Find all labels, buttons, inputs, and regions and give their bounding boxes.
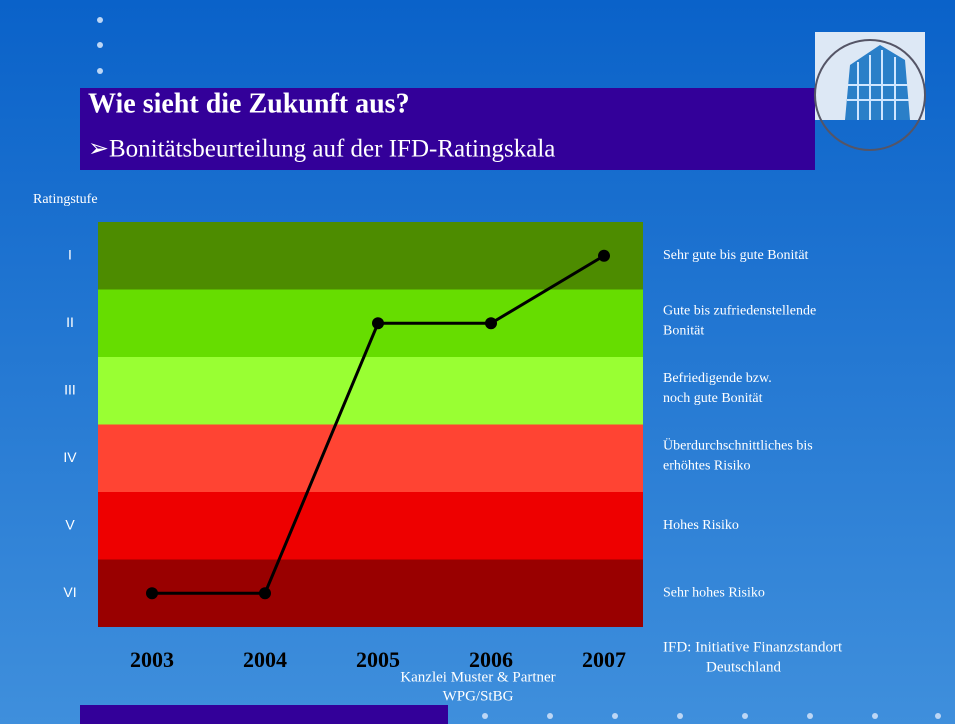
point bbox=[146, 587, 158, 599]
footer-bar bbox=[80, 705, 448, 724]
band-label: Sehr gute bis gute Bonität bbox=[663, 248, 809, 263]
subtitle: ➢Bonitätsbeurteilung auf der IFD-Ratings… bbox=[88, 136, 555, 163]
x-tick-label: 2007 bbox=[582, 647, 626, 672]
band-label: Gute bis zufriedenstellende bbox=[663, 303, 816, 318]
x-tick-label: 2006 bbox=[469, 647, 513, 672]
band-label: erhöhtes Risiko bbox=[663, 458, 751, 473]
band-label: Hohes Risiko bbox=[663, 518, 739, 533]
slide: Wie sieht die Zukunft aus? ➢Bonitätsbeur… bbox=[0, 0, 955, 724]
rating-band bbox=[98, 492, 643, 560]
y-tick-label: I bbox=[68, 246, 72, 262]
title: Wie sieht die Zukunft aus? bbox=[88, 88, 410, 119]
y-axis-label: Ratingstufe bbox=[33, 192, 98, 207]
footer: WPG/StBG bbox=[443, 688, 514, 704]
y-tick-label: IV bbox=[63, 449, 77, 465]
y-tick-label: II bbox=[66, 314, 74, 330]
point bbox=[259, 587, 271, 599]
note: IFD: Initiative Finanzstandort bbox=[663, 639, 843, 655]
y-tick-label: V bbox=[65, 516, 75, 532]
rating-band bbox=[98, 425, 643, 493]
band-label: Bonität bbox=[663, 323, 704, 338]
y-tick-label: III bbox=[64, 381, 76, 397]
x-tick-label: 2005 bbox=[356, 647, 400, 672]
point bbox=[485, 317, 497, 329]
x-tick-label: 2003 bbox=[130, 647, 174, 672]
band-label: Sehr hohes Risiko bbox=[663, 585, 765, 600]
note: Deutschland bbox=[706, 659, 781, 675]
x-tick-label: 2004 bbox=[243, 647, 287, 672]
band-label: noch gute Bonität bbox=[663, 391, 763, 406]
y-tick-label: VI bbox=[63, 584, 76, 600]
point bbox=[598, 250, 610, 262]
band-label: Befriedigende bzw. bbox=[663, 371, 772, 386]
band-label: Überdurchschnittliches bis bbox=[663, 436, 813, 453]
rating-band bbox=[98, 290, 643, 358]
rating-band bbox=[98, 222, 643, 290]
point bbox=[372, 317, 384, 329]
rating-band bbox=[98, 357, 643, 425]
